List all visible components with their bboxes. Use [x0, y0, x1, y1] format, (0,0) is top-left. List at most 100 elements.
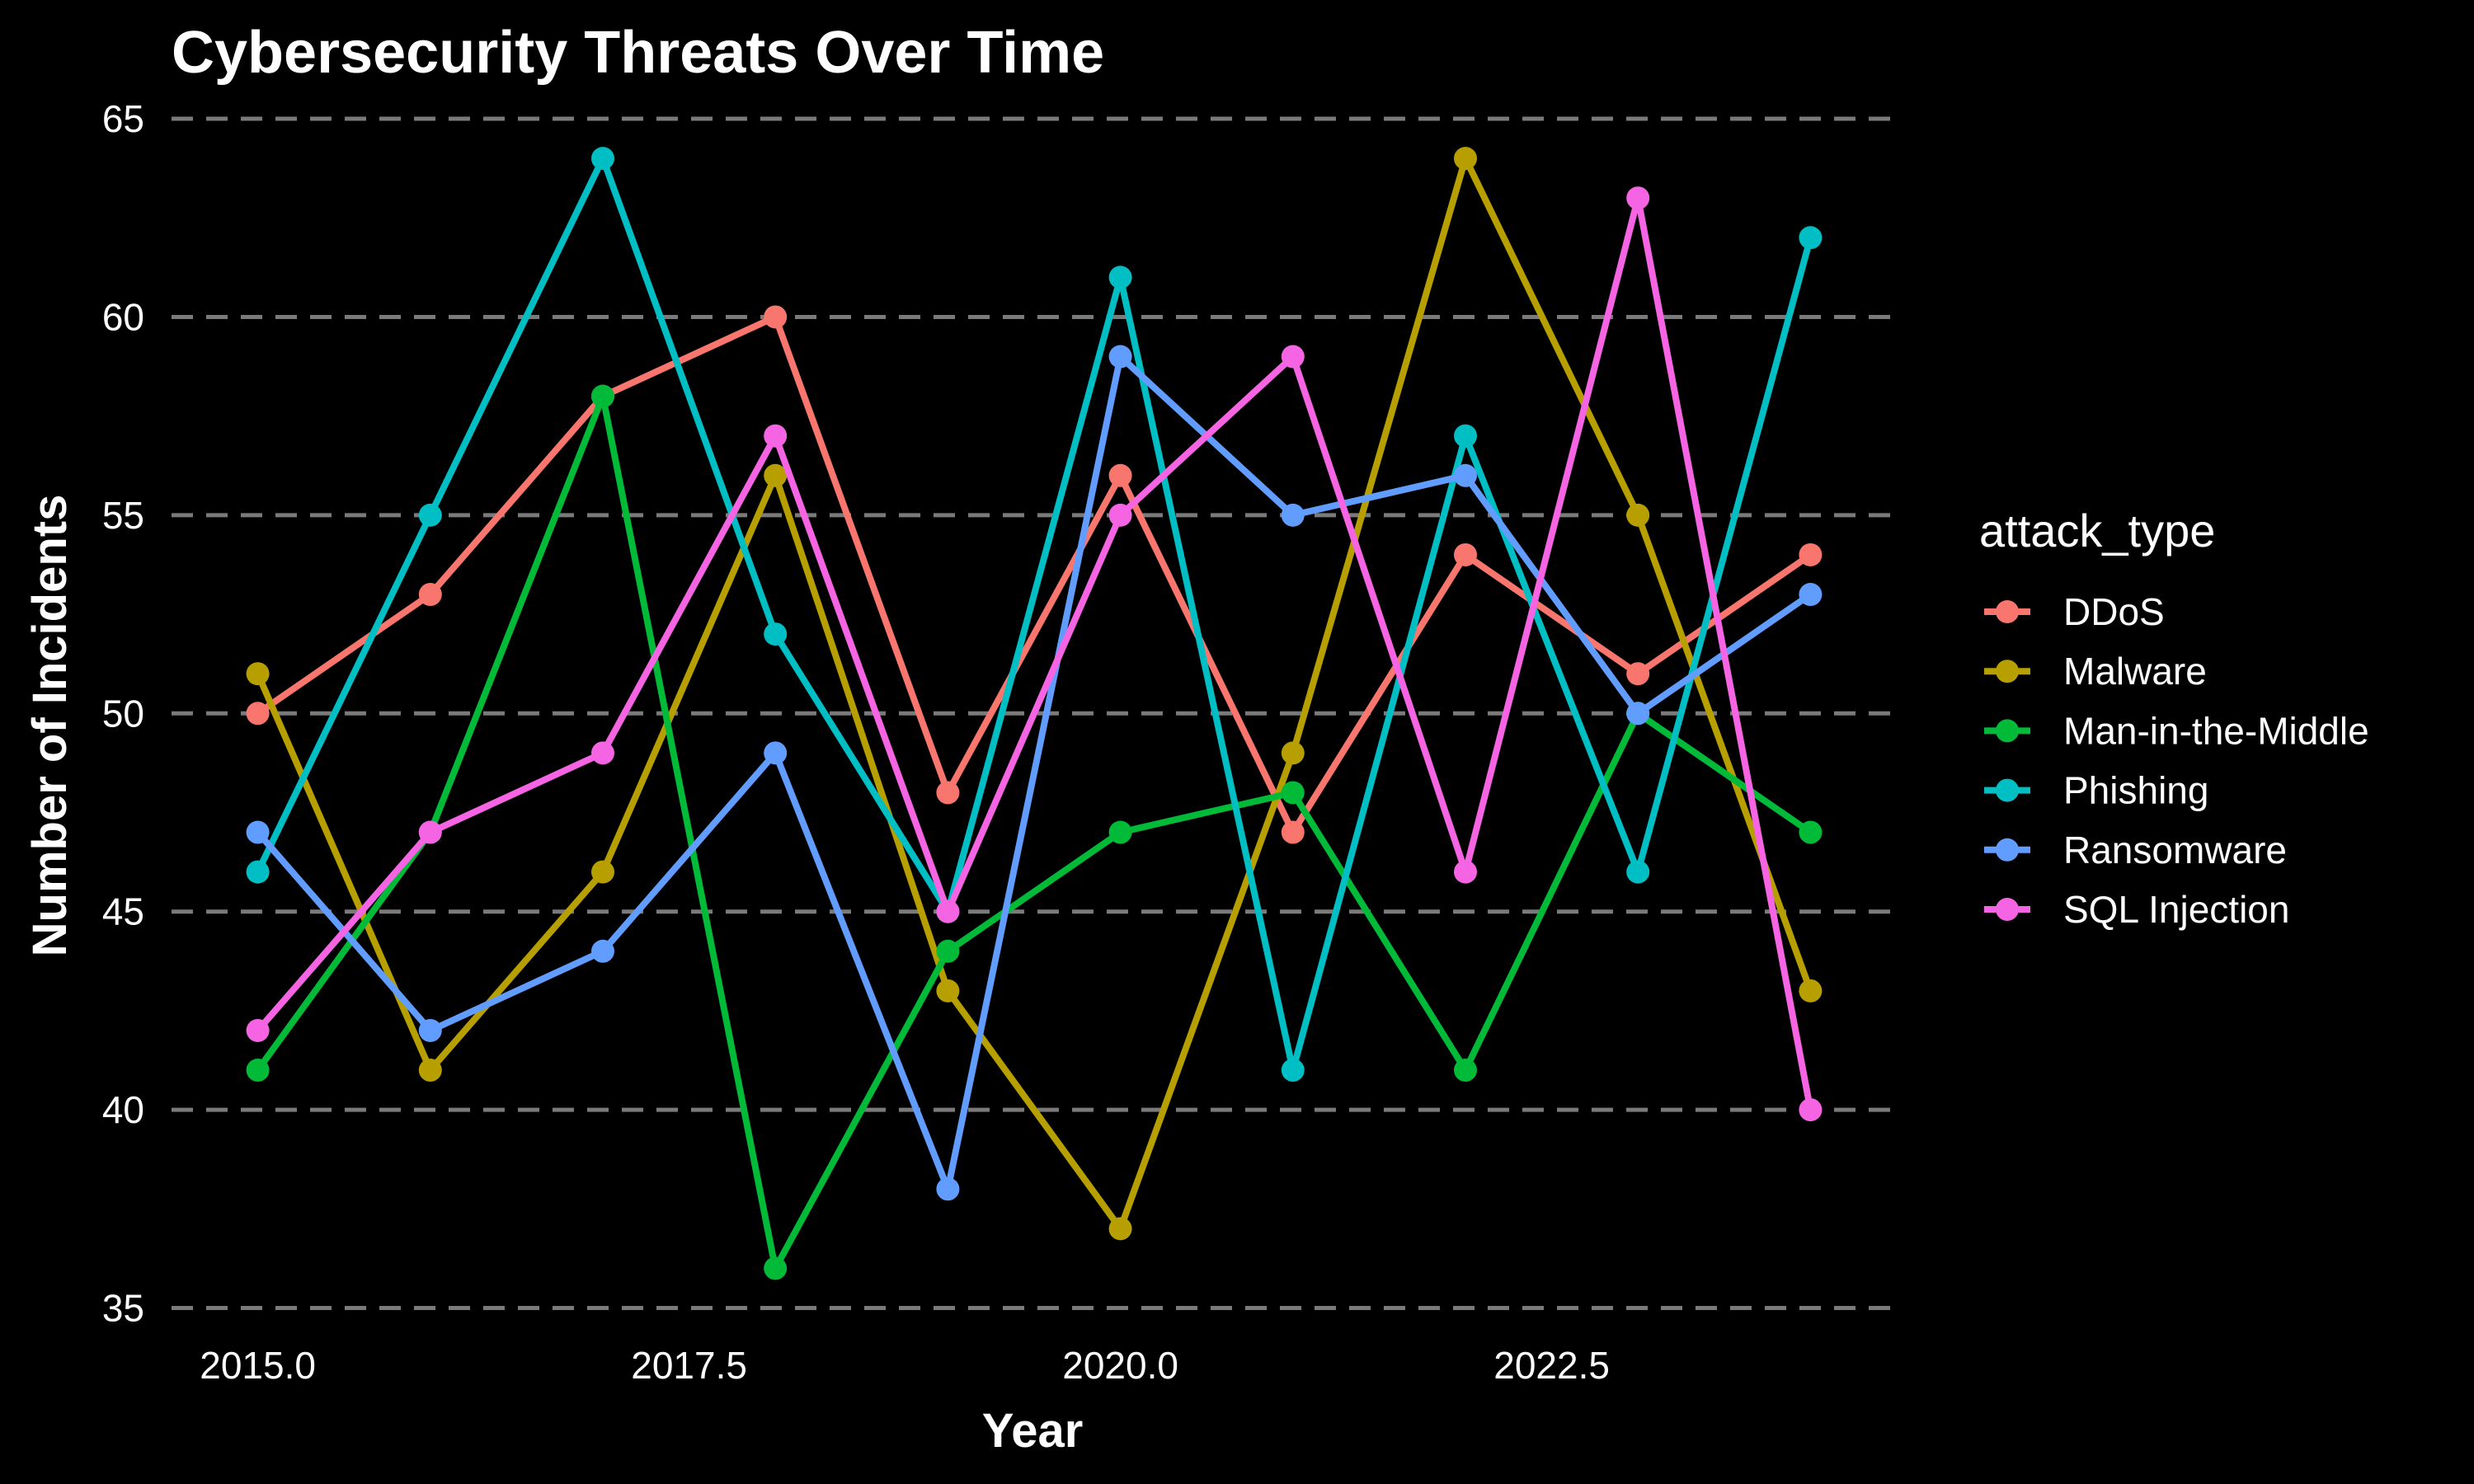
- series-line-malware: [254, 155, 1814, 1233]
- series-line-ddos: [254, 313, 1814, 836]
- data-point-ddos: [1281, 820, 1305, 844]
- y-tick-label: 40: [102, 1088, 144, 1131]
- data-point-phishing: [1626, 860, 1650, 884]
- data-point-malware: [1454, 147, 1477, 171]
- legend-item-phishing: Phishing: [1984, 769, 2208, 812]
- legend-label: Ransomware: [2063, 829, 2287, 871]
- data-point-ransomware: [246, 820, 270, 844]
- x-tick-labels: 2015.0 2017.5 2020.0 2022.5: [200, 1344, 1610, 1387]
- legend-label: Man-in-the-Middle: [2063, 709, 2369, 752]
- data-point-man-in-the-middle: [1281, 781, 1305, 805]
- data-point-malware: [764, 463, 788, 487]
- series-sql-injection: [246, 186, 1823, 1122]
- data-point-ddos: [1454, 542, 1477, 566]
- legend-key-point: [1996, 778, 2019, 802]
- legend-key-point: [1996, 719, 2019, 743]
- data-point-man-in-the-middle: [1108, 820, 1132, 844]
- legend: attack_type DDoS Malware Man-in-the-Middle…: [1979, 505, 2369, 931]
- data-point-malware: [1281, 741, 1305, 765]
- data-point-ransomware: [1799, 583, 1823, 607]
- x-tick-label: 2020.0: [1062, 1344, 1178, 1387]
- data-point-ddos: [418, 583, 442, 607]
- y-tick-label: 50: [102, 692, 144, 735]
- legend-label: SQL Injection: [2063, 888, 2289, 931]
- data-point-man-in-the-middle: [1799, 820, 1823, 844]
- data-point-phishing: [1799, 226, 1823, 250]
- y-tick-labels: 35 40 45 50 55 60 65: [102, 97, 144, 1329]
- data-point-sql-injection: [1626, 186, 1650, 210]
- legend-key-point: [1996, 898, 2019, 921]
- series-line-man-in-the-middle: [254, 392, 1814, 1272]
- series-layer: [246, 147, 1823, 1280]
- data-point-ransomware: [1281, 503, 1305, 527]
- x-axis-title: Year: [982, 1404, 1084, 1458]
- data-point-malware: [1799, 979, 1823, 1003]
- legend-item-ddos: DDoS: [1984, 590, 2165, 633]
- legend-label: Malware: [2063, 650, 2207, 693]
- legend-key-point: [1996, 660, 2019, 683]
- y-tick-label: 65: [102, 97, 144, 140]
- legend-label: Phishing: [2063, 769, 2208, 812]
- data-point-ddos: [936, 781, 960, 805]
- x-tick-label: 2022.5: [1493, 1344, 1610, 1387]
- data-point-sql-injection: [1799, 1098, 1823, 1122]
- data-point-ddos: [1108, 463, 1132, 487]
- x-tick-label: 2017.5: [631, 1344, 747, 1387]
- legend-label: DDoS: [2063, 590, 2165, 633]
- data-point-phishing: [591, 147, 614, 171]
- legend-item-malware: Malware: [1984, 650, 2207, 693]
- data-point-phishing: [1281, 1059, 1305, 1082]
- data-point-man-in-the-middle: [246, 1059, 270, 1082]
- y-tick-label: 55: [102, 494, 144, 537]
- series-line-ransomware: [254, 353, 1814, 1193]
- data-point-man-in-the-middle: [764, 1256, 788, 1280]
- data-point-sql-injection: [936, 899, 960, 923]
- y-axis-title: Number of Incidents: [23, 495, 77, 957]
- x-tick-label: 2015.0: [200, 1344, 316, 1387]
- data-point-sql-injection: [1108, 503, 1132, 527]
- data-point-sql-injection: [418, 820, 442, 844]
- data-point-sql-injection: [246, 1018, 270, 1042]
- data-point-malware: [418, 1059, 442, 1082]
- legend-key-point: [1996, 838, 2019, 862]
- y-tick-label: 60: [102, 295, 144, 338]
- data-point-phishing: [1108, 265, 1132, 289]
- series-line-phishing: [254, 155, 1814, 1073]
- data-point-ransomware: [1626, 702, 1650, 726]
- legend-items: DDoS Malware Man-in-the-Middle Phishing Rans…: [1984, 590, 2369, 931]
- data-point-phishing: [764, 622, 788, 646]
- y-tick-label: 35: [102, 1287, 144, 1330]
- data-point-ddos: [1626, 662, 1650, 686]
- data-point-sql-injection: [1281, 345, 1305, 369]
- grid-layer: [172, 116, 1897, 1311]
- data-point-malware: [1108, 1217, 1132, 1241]
- y-tick-label: 45: [102, 890, 144, 933]
- data-point-phishing: [418, 503, 442, 527]
- data-point-phishing: [1454, 424, 1477, 448]
- data-point-ddos: [246, 702, 270, 726]
- series-malware: [246, 147, 1823, 1241]
- data-point-phishing: [246, 860, 270, 884]
- data-point-man-in-the-middle: [591, 384, 614, 408]
- data-point-man-in-the-middle: [936, 939, 960, 963]
- data-point-man-in-the-middle: [1454, 1059, 1477, 1082]
- data-point-ransomware: [1108, 345, 1132, 369]
- data-point-ddos: [764, 305, 788, 329]
- data-point-malware: [1626, 503, 1650, 527]
- data-point-ransomware: [936, 1177, 960, 1201]
- data-point-ddos: [1799, 542, 1823, 566]
- data-point-sql-injection: [591, 741, 614, 765]
- legend-key-point: [1996, 600, 2019, 623]
- data-point-malware: [591, 860, 614, 884]
- data-point-sql-injection: [1454, 860, 1477, 884]
- data-point-ransomware: [418, 1018, 442, 1042]
- legend-item-sql-injection: SQL Injection: [1984, 888, 2289, 931]
- data-point-ransomware: [1454, 463, 1477, 487]
- data-point-malware: [246, 662, 270, 686]
- legend-item-man-in-the-middle: Man-in-the-Middle: [1984, 709, 2369, 752]
- series-line-sql-injection: [254, 195, 1814, 1114]
- data-point-ransomware: [764, 741, 788, 765]
- chart-title: Cybersecurity Threats Over Time: [172, 20, 1104, 86]
